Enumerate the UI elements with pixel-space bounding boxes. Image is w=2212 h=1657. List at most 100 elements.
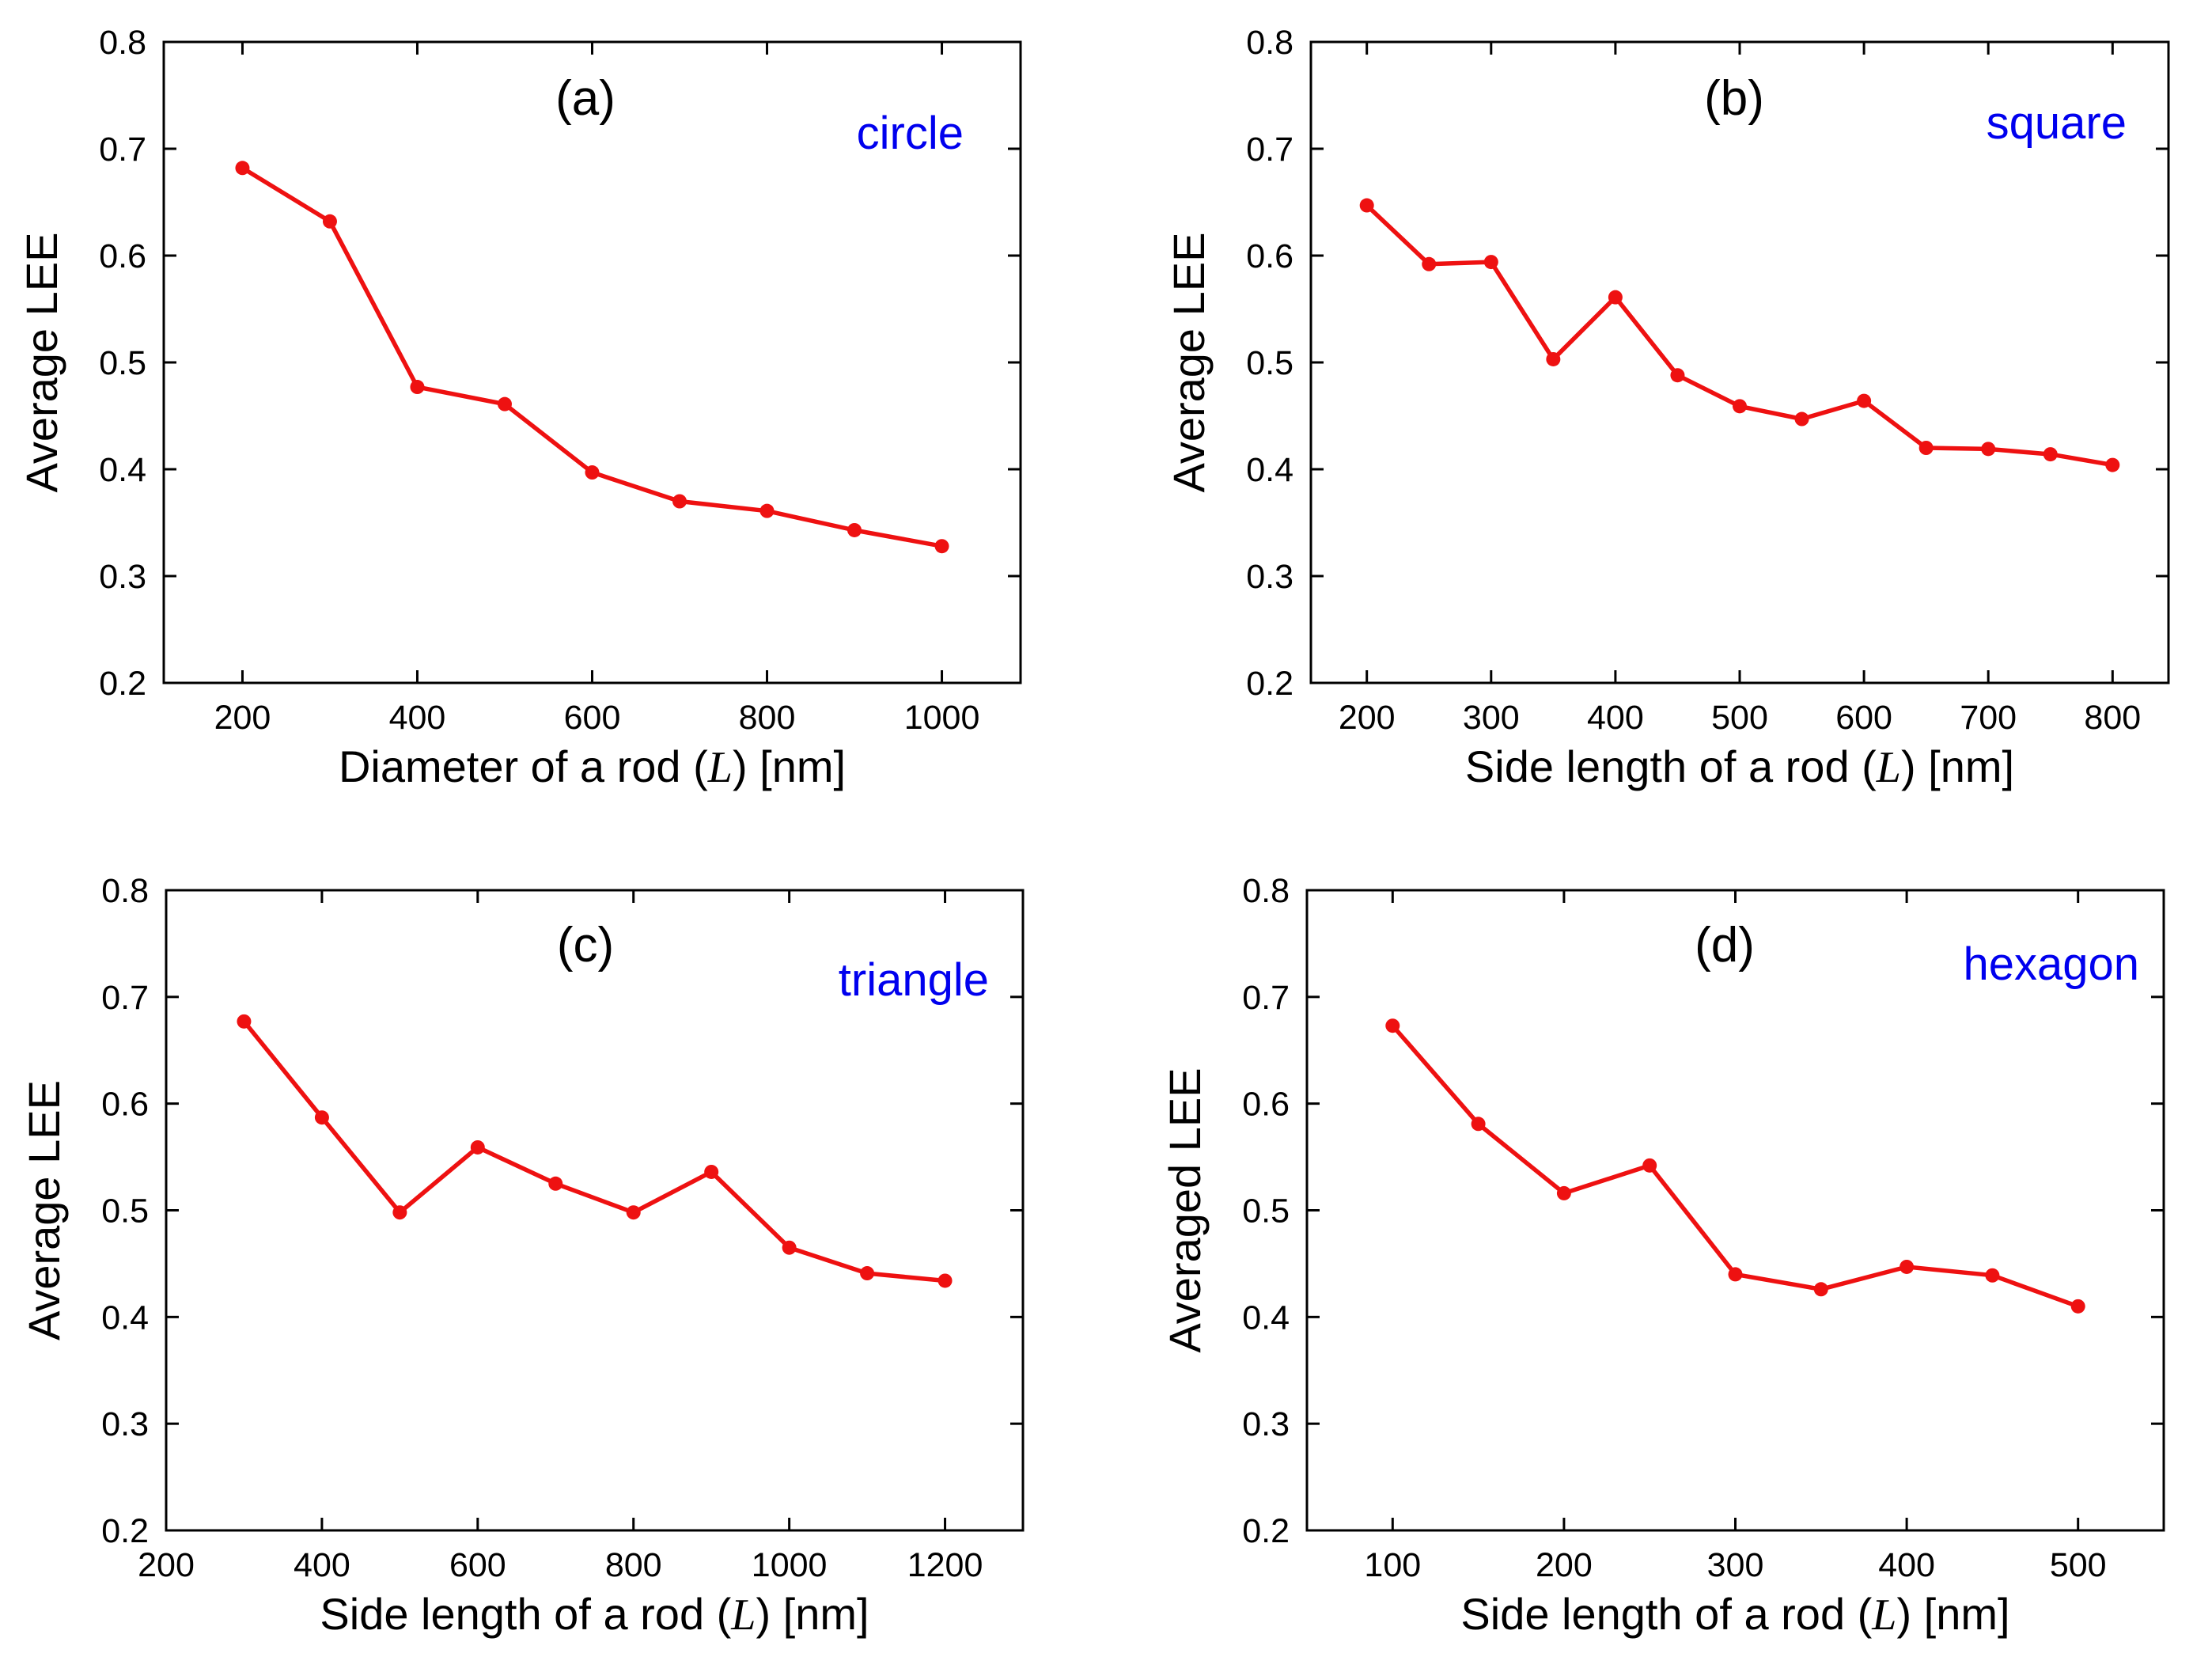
- data-point: [1556, 1185, 1571, 1200]
- x-tick-label: 1000: [752, 1546, 828, 1584]
- y-tick-label: 0.4: [1242, 1299, 1290, 1337]
- y-axis-title: Average LEE: [17, 233, 66, 493]
- y-tick-label: 0.2: [1242, 1512, 1290, 1550]
- data-point: [1670, 368, 1685, 383]
- y-tick-label: 0.3: [1242, 1405, 1290, 1443]
- data-point: [672, 494, 687, 509]
- y-tick-label: 0.6: [99, 237, 146, 275]
- data-point: [759, 503, 775, 518]
- y-tick-label: 0.4: [101, 1299, 149, 1337]
- x-tick-label: 300: [1463, 699, 1520, 737]
- y-axis-title: Average LEE: [19, 1080, 69, 1340]
- panel-label: (d): [1695, 918, 1755, 973]
- x-axis-title-variable: L: [707, 743, 733, 792]
- data-point: [314, 1110, 329, 1125]
- y-tick-label: 0.4: [99, 451, 146, 489]
- x-axis-title: Side length of a rod (L) [nm]: [1465, 741, 2014, 792]
- x-axis-title-variable: L: [1871, 1591, 1896, 1640]
- data-point: [1813, 1282, 1828, 1297]
- data-point: [497, 396, 512, 411]
- x-axis-title: Side length of a rod (L) [nm]: [1460, 1589, 2009, 1640]
- x-tick-label: 400: [294, 1546, 350, 1584]
- data-point: [2043, 447, 2058, 462]
- x-tick-label: 800: [739, 699, 796, 737]
- data-point: [1918, 441, 1934, 455]
- shape-label: circle: [857, 108, 964, 159]
- x-axis-title-prefix: Diameter of a rod (: [339, 741, 708, 791]
- x-tick-label: 1000: [904, 699, 980, 737]
- x-axis-title: Side length of a rod (L) [nm]: [320, 1589, 869, 1640]
- data-point: [470, 1139, 485, 1155]
- shape-label: square: [1987, 97, 2127, 149]
- y-tick-label: 0.2: [99, 665, 146, 703]
- y-tick-label: 0.6: [1246, 237, 1293, 275]
- data-point: [704, 1164, 719, 1179]
- data-point: [237, 1014, 252, 1029]
- y-tick-label: 0.3: [99, 558, 146, 596]
- series-line: [1391, 1024, 2079, 1309]
- x-axis-title-suffix: ) [nm]: [733, 741, 846, 791]
- series-line: [1365, 203, 2113, 468]
- y-tick-label: 0.6: [1242, 1086, 1290, 1124]
- chart-panel-2: 200 300 400 500 600 700 800 0.2 0.3 0.4 0.5 0.6 0.7 0…: [1164, 24, 2170, 792]
- data-point: [1385, 1018, 1400, 1033]
- y-tick-label: 0.8: [1242, 872, 1290, 910]
- data-point: [1359, 198, 1374, 213]
- data-point: [1471, 1117, 1486, 1132]
- data-point: [1422, 256, 1437, 271]
- data-point: [2105, 457, 2120, 472]
- y-tick-label: 0.2: [1246, 665, 1293, 703]
- x-tick-label: 500: [1711, 699, 1768, 737]
- data-point: [392, 1205, 407, 1220]
- shape-label: triangle: [839, 954, 989, 1006]
- x-tick-label: 400: [1587, 699, 1644, 737]
- x-tick-label: 200: [1339, 699, 1396, 737]
- y-tick-label: 0.5: [1242, 1193, 1290, 1230]
- x-axis-title-suffix: ) [nm]: [1896, 1589, 2009, 1639]
- data-point: [847, 522, 862, 537]
- data-point: [1728, 1267, 1743, 1282]
- y-tick-label: 0.2: [101, 1512, 149, 1550]
- x-tick-label: 100: [1364, 1546, 1421, 1584]
- data-point: [1483, 255, 1498, 270]
- x-tick-label: 200: [214, 699, 271, 737]
- y-tick-label: 0.5: [1246, 344, 1293, 382]
- data-point: [322, 214, 337, 229]
- data-point: [1642, 1158, 1657, 1173]
- x-tick-label: 700: [1960, 699, 2017, 737]
- data-point: [2070, 1299, 2085, 1314]
- y-axis-title: Averaged LEE: [1160, 1067, 1210, 1352]
- series-line: [242, 1020, 945, 1284]
- panel-label: (b): [1704, 71, 1764, 126]
- series-line: [241, 165, 942, 548]
- x-tick-label: 300: [1707, 1546, 1764, 1584]
- y-tick-label: 0.5: [101, 1193, 149, 1230]
- data-point: [235, 161, 250, 176]
- data-point: [1608, 290, 1623, 305]
- data-point: [1794, 411, 1809, 427]
- y-tick-label: 0.6: [101, 1086, 149, 1124]
- data-point: [1900, 1259, 1915, 1274]
- x-axis-title-suffix: ) [nm]: [756, 1589, 869, 1639]
- data-point: [782, 1240, 797, 1255]
- x-tick-label: 800: [605, 1546, 662, 1584]
- x-axis-title-variable: L: [1876, 743, 1901, 792]
- data-point: [1981, 442, 1996, 457]
- x-axis-title-variable: L: [730, 1591, 756, 1640]
- data-point: [1857, 393, 1872, 408]
- y-axis-title: Average LEE: [1164, 233, 1214, 493]
- chart-panel-4: 100 200 300 400 500 0.2 0.3 0.4 0.5 0.6 0.7 0.8 Side…: [1160, 872, 2165, 1640]
- y-tick-label: 0.8: [1246, 24, 1293, 62]
- data-point: [585, 465, 600, 480]
- x-tick-label: 600: [1835, 699, 1892, 737]
- x-tick-label: 1200: [907, 1546, 983, 1584]
- x-axis-title-suffix: ) [nm]: [1901, 741, 2014, 791]
- y-tick-label: 0.3: [101, 1405, 149, 1443]
- y-tick-label: 0.8: [99, 24, 146, 62]
- data-point: [626, 1205, 641, 1220]
- chart-panel-1: 200 400 600 800 1000 0.2 0.3 0.4 0.5 0.6 0.7 0.8 Dia…: [17, 24, 1022, 792]
- y-tick-label: 0.4: [1246, 451, 1293, 489]
- panel-label: (a): [555, 71, 615, 126]
- data-point: [937, 1273, 953, 1288]
